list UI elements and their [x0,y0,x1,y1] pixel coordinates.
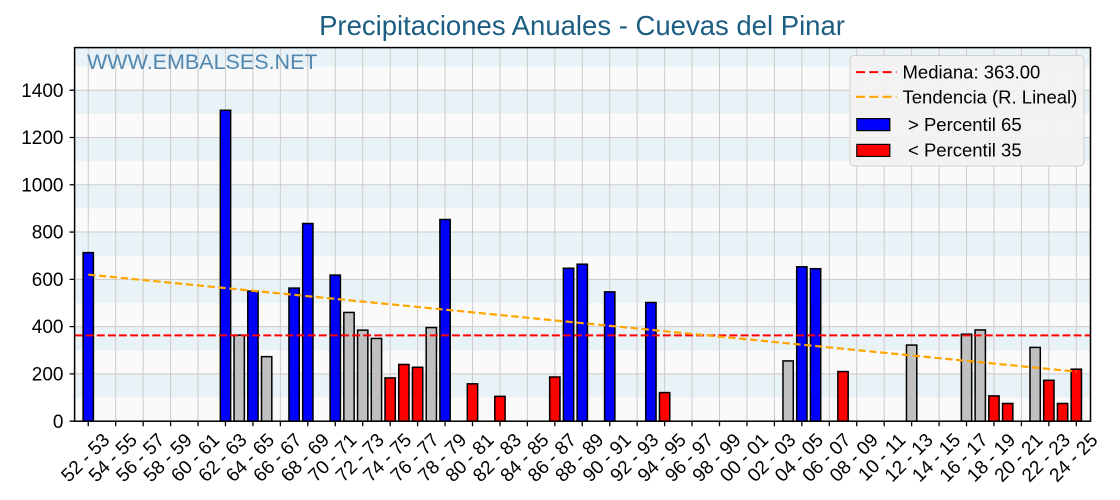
svg-text:200: 200 [32,365,64,386]
svg-text:Tendencia (R. Lineal): Tendencia (R. Lineal) [903,86,1078,107]
svg-text:WWW.EMBALSES.NET: WWW.EMBALSES.NET [87,50,318,74]
svg-text:> Percentil 65: > Percentil 65 [908,114,1022,135]
svg-text:Precipitaciones Anuales - Cuev: Precipitaciones Anuales - Cuevas del Pin… [319,10,845,41]
svg-text:600: 600 [32,270,64,291]
svg-text:Mediana: 363.00: Mediana: 363.00 [903,61,1041,82]
svg-text:1200: 1200 [21,128,63,149]
svg-text:1000: 1000 [21,175,63,196]
svg-text:0: 0 [53,412,64,433]
svg-text:< Percentil 35: < Percentil 35 [908,140,1022,161]
svg-text:1400: 1400 [21,81,63,102]
svg-text:800: 800 [32,223,64,244]
svg-text:400: 400 [32,317,64,338]
